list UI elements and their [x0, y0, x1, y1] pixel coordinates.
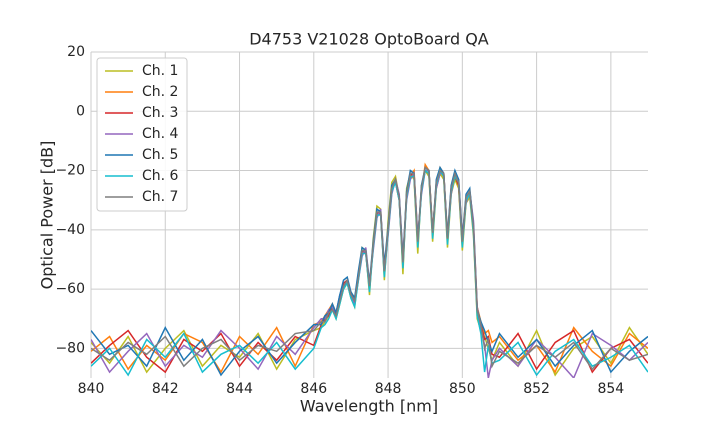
legend-label: Ch. 1	[142, 63, 178, 79]
legend-label: Ch. 4	[142, 126, 179, 142]
chart-title: D4753 V21028 OptoBoard QA	[249, 30, 489, 49]
legend-label: Ch. 3	[142, 105, 178, 121]
x-tick-label: 850	[449, 381, 476, 397]
plot-area	[91, 162, 648, 378]
y-tick-label: −60	[55, 281, 85, 297]
x-axis-label: Wavelength [nm]	[300, 397, 438, 416]
legend-label: Ch. 7	[142, 189, 178, 205]
legend-label: Ch. 5	[142, 147, 178, 163]
y-tick-label: −40	[55, 222, 85, 238]
x-tick-label: 844	[226, 381, 253, 397]
y-tick-label: 20	[67, 44, 85, 60]
x-tick-label: 846	[300, 381, 327, 397]
legend-label: Ch. 2	[142, 84, 178, 100]
y-axis-label: Optical Power [dB]	[38, 141, 57, 290]
y-tick-label: −80	[55, 340, 85, 356]
y-tick-label: −20	[55, 163, 85, 179]
x-tick-label: 852	[523, 381, 550, 397]
series-line	[91, 166, 648, 371]
legend-label: Ch. 6	[142, 168, 179, 184]
x-tick-label: 854	[597, 381, 624, 397]
x-tick-label: 848	[375, 381, 402, 397]
y-tick-label: 0	[76, 103, 85, 119]
x-tick-label: 842	[152, 381, 179, 397]
legend-box	[96, 57, 188, 212]
x-tick-label: 840	[78, 381, 105, 397]
